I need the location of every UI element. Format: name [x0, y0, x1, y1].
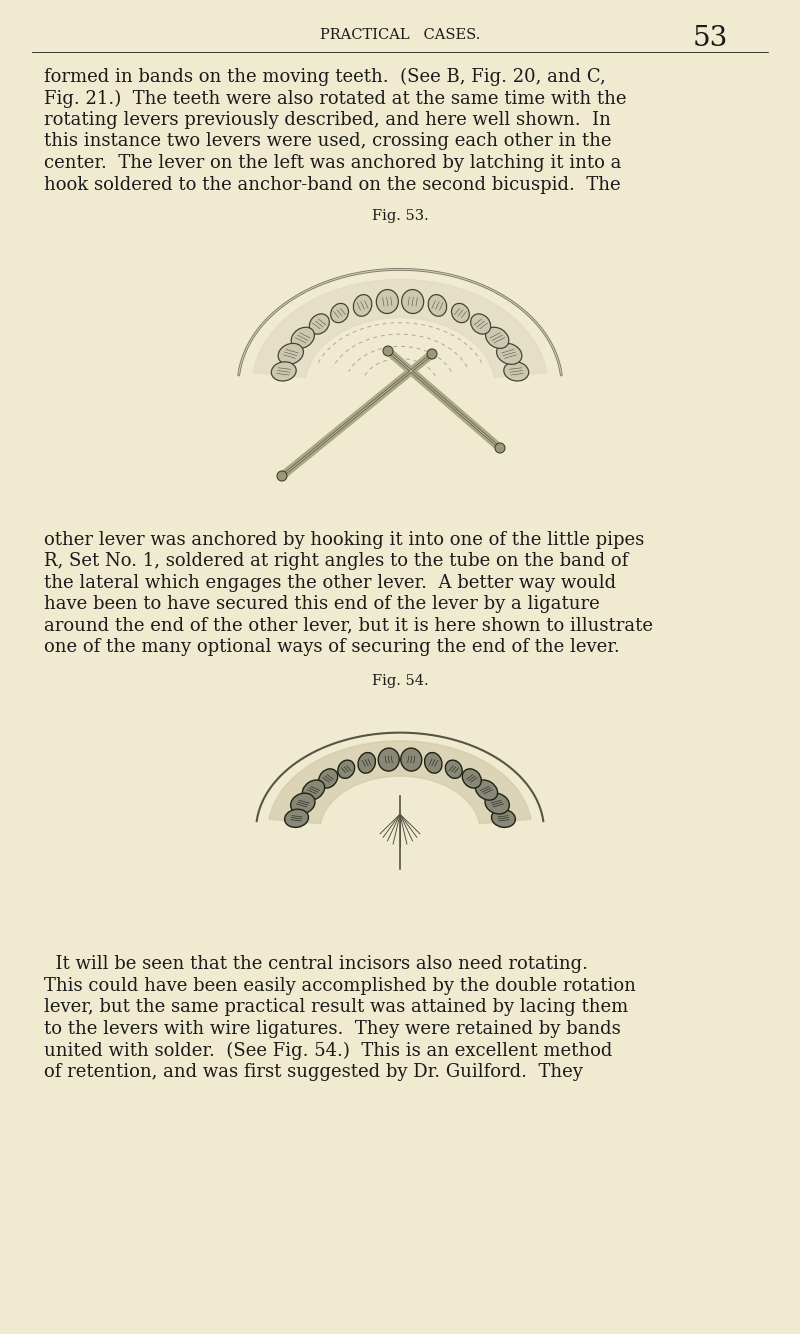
Text: center.  The lever on the left was anchored by latching it into a: center. The lever on the left was anchor… — [44, 153, 622, 172]
Text: have been to have secured this end of the lever by a ligature: have been to have secured this end of th… — [44, 595, 600, 614]
Ellipse shape — [475, 780, 498, 800]
Text: formed in bands on the moving teeth.  (See B, Fig. 20, and C,: formed in bands on the moving teeth. (Se… — [44, 68, 606, 87]
Ellipse shape — [330, 303, 349, 323]
Ellipse shape — [376, 289, 398, 313]
Ellipse shape — [470, 313, 490, 334]
Ellipse shape — [271, 362, 296, 382]
Ellipse shape — [383, 346, 393, 356]
Text: rotating levers previously described, and here well shown.  In: rotating levers previously described, an… — [44, 111, 611, 129]
Ellipse shape — [290, 794, 315, 814]
Text: PRACTICAL   CASES.: PRACTICAL CASES. — [320, 28, 480, 41]
Ellipse shape — [354, 295, 372, 316]
Ellipse shape — [402, 289, 424, 313]
Ellipse shape — [277, 471, 287, 482]
Ellipse shape — [318, 768, 338, 788]
Ellipse shape — [491, 810, 515, 827]
Text: this instance two levers were used, crossing each other in the: this instance two levers were used, cros… — [44, 132, 611, 151]
Ellipse shape — [486, 327, 509, 348]
Text: This could have been easily accomplished by the double rotation: This could have been easily accomplished… — [44, 976, 636, 995]
Ellipse shape — [278, 343, 303, 364]
Ellipse shape — [338, 760, 354, 778]
Ellipse shape — [462, 768, 482, 788]
Text: of retention, and was first suggested by Dr. Guilford.  They: of retention, and was first suggested by… — [44, 1063, 583, 1081]
Ellipse shape — [446, 760, 462, 778]
Text: It will be seen that the central incisors also need rotating.: It will be seen that the central incisor… — [44, 955, 588, 974]
Ellipse shape — [451, 303, 470, 323]
Ellipse shape — [497, 343, 522, 364]
Ellipse shape — [428, 295, 446, 316]
Text: to the levers with wire ligatures.  They were retained by bands: to the levers with wire ligatures. They … — [44, 1019, 621, 1038]
Ellipse shape — [285, 810, 309, 827]
Text: R, Set No. 1, soldered at right angles to the tube on the band of: R, Set No. 1, soldered at right angles t… — [44, 552, 628, 570]
Text: the lateral which engages the other lever.  A better way would: the lateral which engages the other leve… — [44, 574, 616, 591]
Text: Fig. 53.: Fig. 53. — [372, 209, 428, 223]
Polygon shape — [269, 740, 531, 823]
Ellipse shape — [302, 780, 325, 800]
Text: around the end of the other lever, but it is here shown to illustrate: around the end of the other lever, but i… — [44, 616, 653, 635]
Ellipse shape — [310, 313, 330, 334]
Ellipse shape — [504, 362, 529, 382]
Ellipse shape — [401, 748, 422, 771]
Text: united with solder.  (See Fig. 54.)  This is an excellent method: united with solder. (See Fig. 54.) This … — [44, 1042, 612, 1059]
Text: Fig. 54.: Fig. 54. — [372, 674, 428, 687]
Ellipse shape — [427, 350, 437, 359]
Ellipse shape — [358, 752, 375, 774]
Text: one of the many optional ways of securing the end of the lever.: one of the many optional ways of securin… — [44, 638, 620, 656]
Text: other lever was anchored by hooking it into one of the little pipes: other lever was anchored by hooking it i… — [44, 531, 644, 548]
Text: Fig. 21.)  The teeth were also rotated at the same time with the: Fig. 21.) The teeth were also rotated at… — [44, 89, 626, 108]
Ellipse shape — [291, 327, 314, 348]
Text: lever, but the same practical result was attained by lacing them: lever, but the same practical result was… — [44, 998, 628, 1017]
Polygon shape — [253, 279, 547, 378]
Ellipse shape — [495, 443, 505, 454]
Ellipse shape — [378, 748, 399, 771]
Ellipse shape — [425, 752, 442, 774]
Text: hook soldered to the anchor-band on the second bicuspid.  The: hook soldered to the anchor-band on the … — [44, 176, 621, 193]
Ellipse shape — [485, 794, 510, 814]
Text: 53: 53 — [693, 25, 728, 52]
